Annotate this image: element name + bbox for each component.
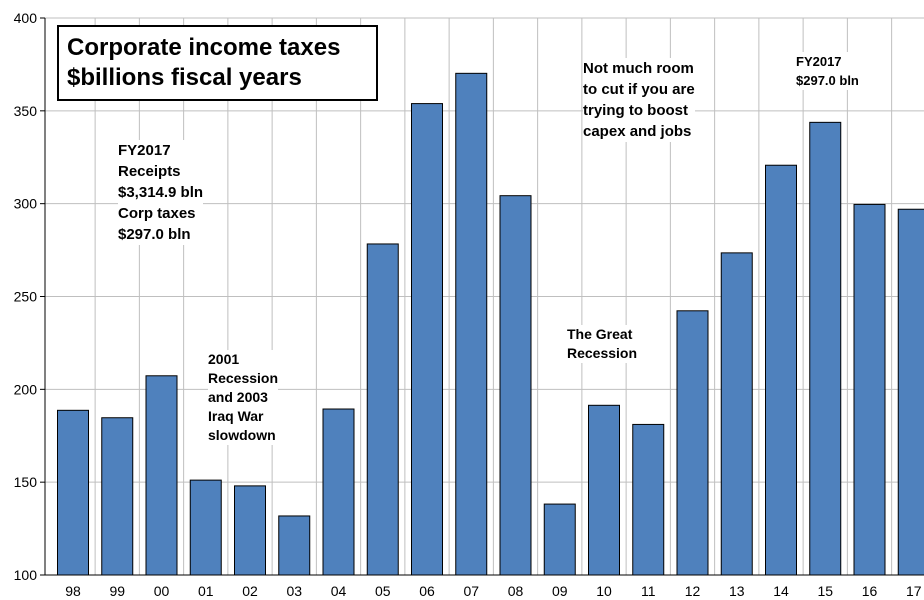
x-tick-label: 04 bbox=[331, 583, 347, 599]
annotation-line: Corp taxes bbox=[118, 205, 196, 222]
y-tick-label: 250 bbox=[14, 289, 38, 305]
bar-99 bbox=[101, 417, 134, 576]
x-tick-label: 03 bbox=[286, 583, 302, 599]
annotation-line: $3,314.9 bln bbox=[118, 184, 204, 201]
bars bbox=[57, 72, 924, 576]
bar-07 bbox=[455, 72, 488, 576]
annotation-line: The Great bbox=[567, 326, 633, 342]
bar-98 bbox=[57, 409, 89, 576]
y-tick-label: 400 bbox=[14, 10, 38, 26]
x-tick-label: 12 bbox=[685, 583, 701, 599]
chart-title-line-1: Corporate income taxes bbox=[67, 34, 341, 61]
bar-01 bbox=[189, 479, 222, 576]
annotation-line: FY2017 bbox=[118, 142, 171, 159]
x-tick-label: 00 bbox=[154, 583, 170, 599]
x-tick-label: 09 bbox=[552, 583, 568, 599]
grid-lines bbox=[45, 17, 924, 575]
y-tick-labels: 100 150 200 250 300 350 400 bbox=[14, 10, 45, 583]
annotation-line: capex and jobs bbox=[583, 123, 692, 140]
x-tick-label: 02 bbox=[242, 583, 258, 599]
x-tick-label: 05 bbox=[375, 583, 391, 599]
annotation-room-to-cut: Not much room to cut if you are trying t… bbox=[583, 58, 695, 142]
annotation-fy2017: FY2017 $297.0 bln bbox=[796, 52, 859, 90]
x-tick-labels: 98 99 00 01 02 03 04 05 06 07 08 09 10 11 12 13 14 15 16 17 bbox=[65, 583, 922, 599]
bar-17 bbox=[897, 208, 924, 576]
x-tick-label: 10 bbox=[596, 583, 612, 599]
x-tick-label: 11 bbox=[641, 583, 656, 599]
x-tick-label: 08 bbox=[508, 583, 524, 599]
bar-14 bbox=[765, 164, 797, 576]
chart-title: Corporate income taxes $billions fiscal … bbox=[57, 25, 378, 101]
x-tick-label: 16 bbox=[862, 583, 878, 599]
x-tick-label: 98 bbox=[65, 583, 81, 599]
x-tick-label: 17 bbox=[906, 583, 922, 599]
annotation-line: $297.0 bln bbox=[796, 73, 859, 88]
annotation-line: and 2003 bbox=[208, 389, 268, 405]
bar-12 bbox=[676, 310, 709, 576]
bar-00 bbox=[145, 375, 178, 576]
y-tick-label: 300 bbox=[14, 196, 38, 212]
bar-16 bbox=[853, 203, 886, 576]
x-tick-label: 06 bbox=[419, 583, 435, 599]
x-tick-label: 15 bbox=[817, 583, 833, 599]
annotation-line: to cut if you are bbox=[583, 81, 695, 98]
y-tick-label: 350 bbox=[14, 103, 38, 119]
annotation-line: Recession bbox=[567, 345, 638, 361]
y-tick-label: 200 bbox=[14, 381, 38, 397]
annotation-line: Recession bbox=[208, 370, 279, 386]
annotation-great-recession: The Great Recession bbox=[567, 325, 638, 363]
bar-03 bbox=[278, 515, 311, 576]
x-tick-label: 14 bbox=[773, 583, 789, 599]
y-tick-label: 150 bbox=[14, 474, 38, 490]
bar-15 bbox=[809, 121, 842, 576]
annotation-line: slowdown bbox=[208, 427, 276, 443]
x-tick-label: 99 bbox=[109, 583, 125, 599]
bar-02 bbox=[234, 485, 266, 576]
annotation-receipts: FY2017 Receipts $3,314.9 bln Corp taxes … bbox=[118, 140, 204, 245]
annotation-line: Receipts bbox=[118, 163, 181, 180]
bar-05 bbox=[366, 243, 399, 576]
x-tick-label: 01 bbox=[198, 583, 214, 599]
bar-10 bbox=[588, 404, 620, 576]
bar-11 bbox=[632, 423, 665, 576]
x-tick-label: 07 bbox=[463, 583, 479, 599]
annotation-line: trying to boost bbox=[583, 102, 688, 119]
annotation-line: Not much room bbox=[583, 60, 694, 77]
bar-13 bbox=[720, 252, 753, 576]
bar-08 bbox=[499, 195, 532, 576]
x-tick-label: 13 bbox=[729, 583, 745, 599]
bar-06 bbox=[411, 103, 443, 576]
chart-title-line-2: $billions fiscal years bbox=[67, 64, 302, 91]
bar-09 bbox=[543, 503, 576, 576]
annotation-2001-recession: 2001 Recession and 2003 Iraq War slowdow… bbox=[208, 350, 279, 445]
annotation-line: 2001 bbox=[208, 351, 240, 367]
annotation-line: Iraq War bbox=[208, 408, 264, 424]
y-tick-label: 100 bbox=[14, 567, 38, 583]
annotation-line: $297.0 bln bbox=[118, 226, 191, 243]
annotation-line: FY2017 bbox=[796, 54, 842, 69]
bar-04 bbox=[322, 408, 355, 576]
